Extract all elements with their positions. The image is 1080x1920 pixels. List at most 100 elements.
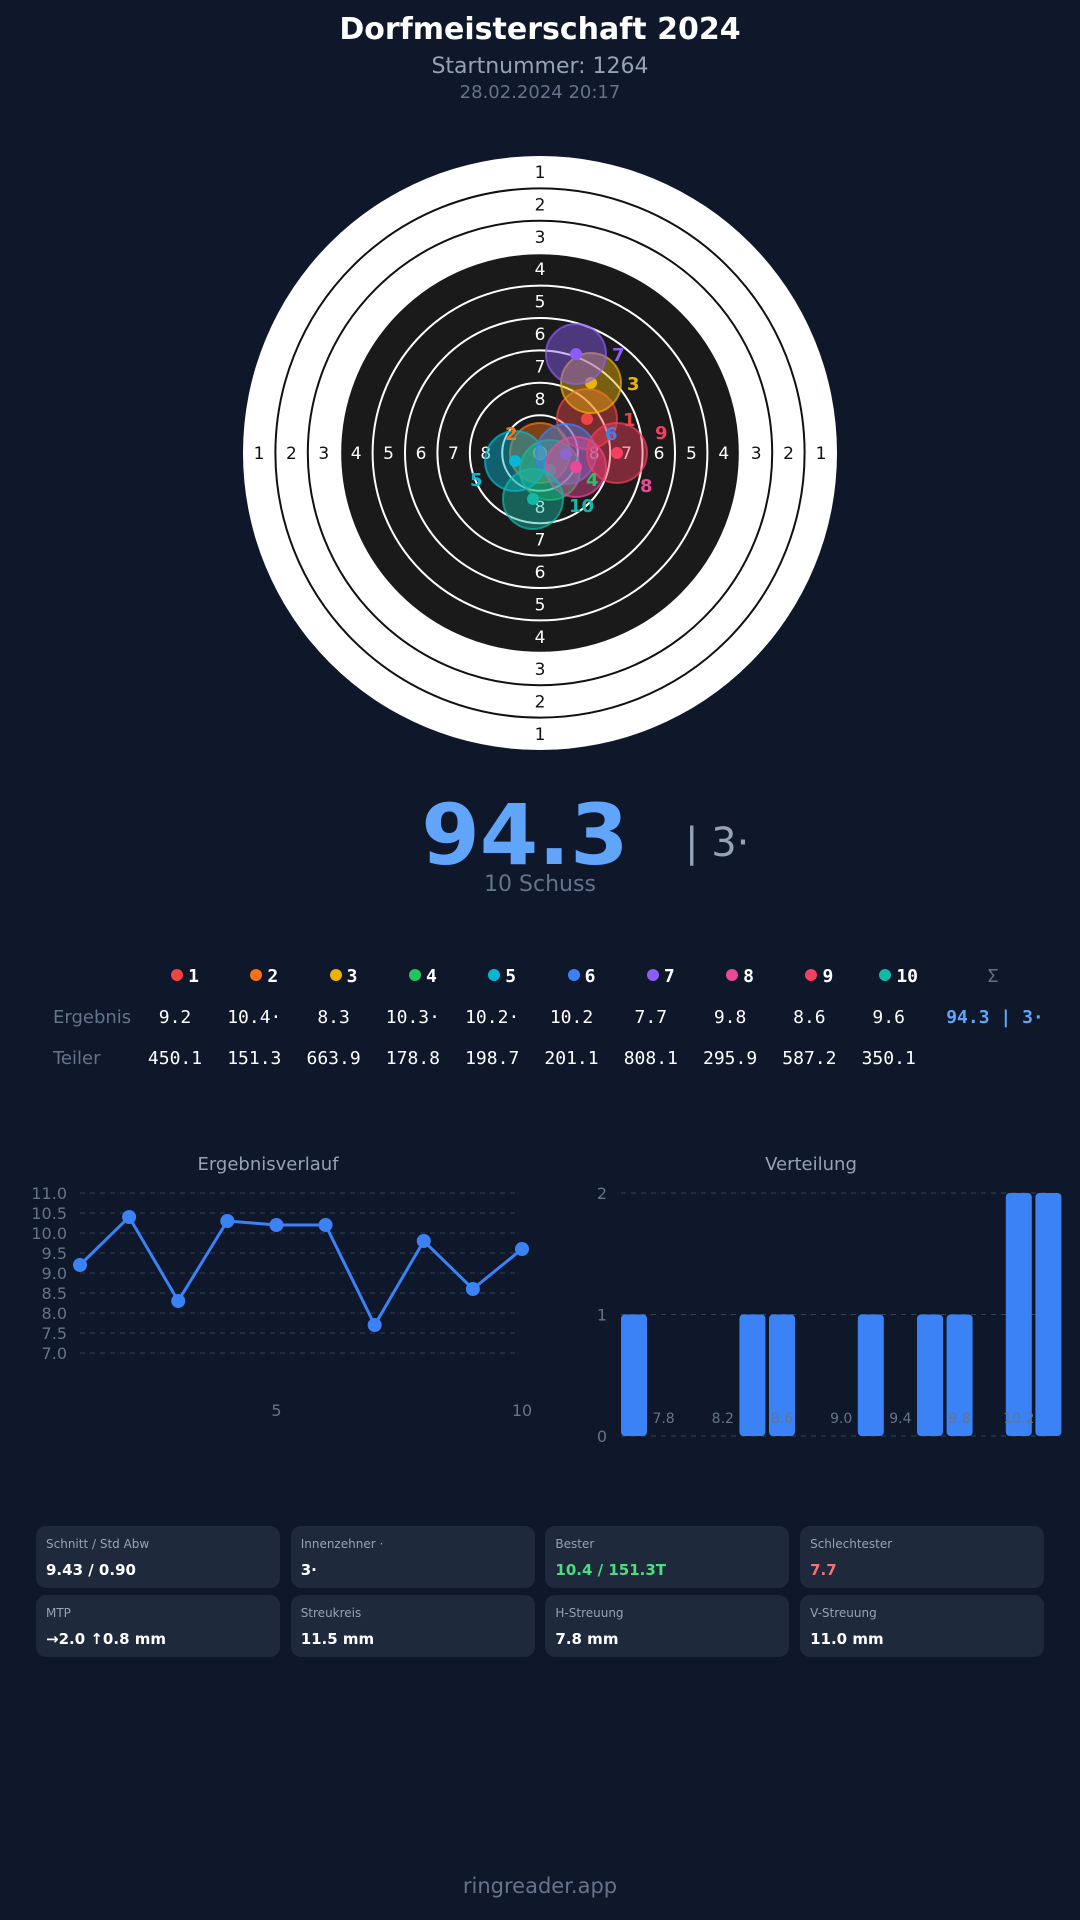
shot-label: 4: [586, 470, 599, 491]
ring-label: 7: [535, 531, 546, 551]
stat-value: →2.0 ↑0.8 mm: [46, 1630, 166, 1648]
data-point: [515, 1242, 529, 1256]
shot-result: 10.2: [549, 1007, 594, 1028]
shot-header: 2: [224, 966, 304, 987]
histogram-bar: [1035, 1193, 1062, 1436]
data-point: [73, 1258, 87, 1272]
y-tick-label: 9.5: [42, 1244, 67, 1263]
shot-center-dot: [570, 348, 582, 360]
shot-header: 5: [462, 966, 542, 987]
stat-label: Bester: [555, 1537, 595, 1551]
distribution-chart: Verteilung 0 1 2 7.8 8.2 8.6 9.0 9.4 9.8 10.2: [597, 1154, 1062, 1446]
ring-label: 3: [318, 444, 329, 464]
ring-label: 6: [416, 444, 427, 464]
stat-value: 11.5 mm: [300, 1630, 375, 1648]
ring-label: 7: [621, 444, 632, 464]
data-point: [416, 1234, 431, 1248]
shot-center-dot: [611, 447, 623, 459]
result-trend-chart: Ergebnisverlauf 7.07.58.08.59.09.510.010.…: [31, 1154, 532, 1420]
ring-8: [468, 381, 612, 525]
ring-label: 6: [535, 325, 546, 345]
shot-header: 1: [145, 966, 225, 987]
y-tick-label: 8.0: [42, 1304, 67, 1323]
shot-label: 1: [623, 410, 636, 431]
x-tick-label: 8.6: [771, 1411, 793, 1427]
footer-link[interactable]: ringreader.app: [462, 1874, 618, 1898]
ring-label: 1: [254, 444, 265, 464]
x-tick-label: 9.8: [948, 1411, 970, 1427]
stat-card: Innenzehner · 3·: [290, 1526, 535, 1588]
stat-value: 3·: [300, 1561, 317, 1579]
shot-header: 3: [304, 966, 384, 987]
chart-title: Ergebnisverlauf: [197, 1154, 339, 1175]
y-tick-label: 10.5: [31, 1204, 67, 1223]
shot-label: 10: [569, 496, 594, 517]
shot-label: 8: [640, 476, 653, 497]
shot-header: 7: [621, 966, 701, 987]
shot-header: 10: [859, 966, 939, 987]
stat-label: MTP: [46, 1606, 71, 1620]
stat-card: H-Streuung 7.8 mm: [545, 1595, 790, 1657]
data-point: [465, 1282, 480, 1296]
data-point: [367, 1318, 382, 1332]
ring-label: 8: [535, 390, 546, 410]
y-tick-label: 8.5: [42, 1284, 67, 1303]
y-tick-label: 2: [597, 1184, 607, 1203]
shot-color-dot: [646, 969, 659, 981]
shot-header: 8: [700, 966, 780, 987]
result-row-label: Ergebnis: [53, 1007, 132, 1028]
shot-number: 1: [188, 966, 199, 987]
ring-label: 7: [448, 444, 459, 464]
shot-number: 10: [896, 966, 919, 987]
data-point: [171, 1294, 186, 1308]
shot-header: 6: [542, 966, 622, 987]
x-tick-label: 9.4: [889, 1411, 911, 1427]
shot-teiler: 201.1: [544, 1048, 599, 1069]
y-tick-label: 11.0: [31, 1184, 67, 1203]
data-point: [318, 1218, 333, 1232]
start-number: Startnummer: 1264: [431, 54, 649, 79]
stat-value: 11.0 mm: [810, 1630, 884, 1648]
ring-label: 6: [535, 563, 546, 583]
stat-card: V-Streuung 11.0 mm: [800, 1595, 1045, 1657]
shot-color-dot: [171, 969, 184, 981]
chart-title: Verteilung: [765, 1154, 857, 1175]
histogram-bar: [769, 1314, 795, 1436]
ring-label: 4: [535, 260, 546, 280]
shot-number: 2: [267, 966, 279, 987]
histogram-bar: [917, 1314, 943, 1436]
stat-value: 9.43 / 0.90: [46, 1561, 136, 1579]
stat-label: V-Streuung: [810, 1606, 877, 1620]
ring-label: 3: [751, 444, 762, 464]
ring-label: 1: [816, 444, 827, 464]
series-line: [78, 1214, 523, 1329]
shot-color-dot: [488, 969, 501, 981]
ring-label: 2: [783, 444, 794, 464]
ring-label: 5: [686, 444, 697, 464]
ring-label: 3: [535, 228, 546, 248]
y-tick-label: 7.0: [42, 1344, 67, 1363]
shot-result: 10.3·: [385, 1007, 440, 1028]
x-tick-label: 5: [271, 1401, 281, 1420]
shot-label: 7: [612, 345, 625, 366]
stat-label: Schnitt / Std Abw: [46, 1537, 150, 1551]
shot-center-dot: [570, 461, 582, 473]
ring-label: 1: [535, 163, 546, 183]
ring-2: [274, 187, 806, 719]
ring-label: 5: [535, 595, 546, 615]
shot-teiler: 350.1: [861, 1048, 916, 1069]
shot-label: 9: [655, 423, 668, 444]
ring-label: 1: [535, 725, 546, 745]
shot-color-dot: [567, 969, 580, 981]
ring-label: 2: [535, 693, 546, 713]
ring-5: [371, 284, 709, 622]
shot-teiler: 178.8: [385, 1048, 440, 1069]
shot-result: 9.2: [158, 1007, 192, 1028]
x-tick-label: 10.2: [1003, 1411, 1034, 1427]
y-tick-label: 1: [597, 1306, 607, 1325]
stat-label: Schlechtester: [810, 1537, 893, 1551]
shot-number: 7: [663, 966, 675, 987]
shot-number: 9: [822, 966, 834, 987]
stat-value: 10.4 / 151.3T: [555, 1561, 667, 1579]
ring-label: 3: [535, 660, 546, 680]
